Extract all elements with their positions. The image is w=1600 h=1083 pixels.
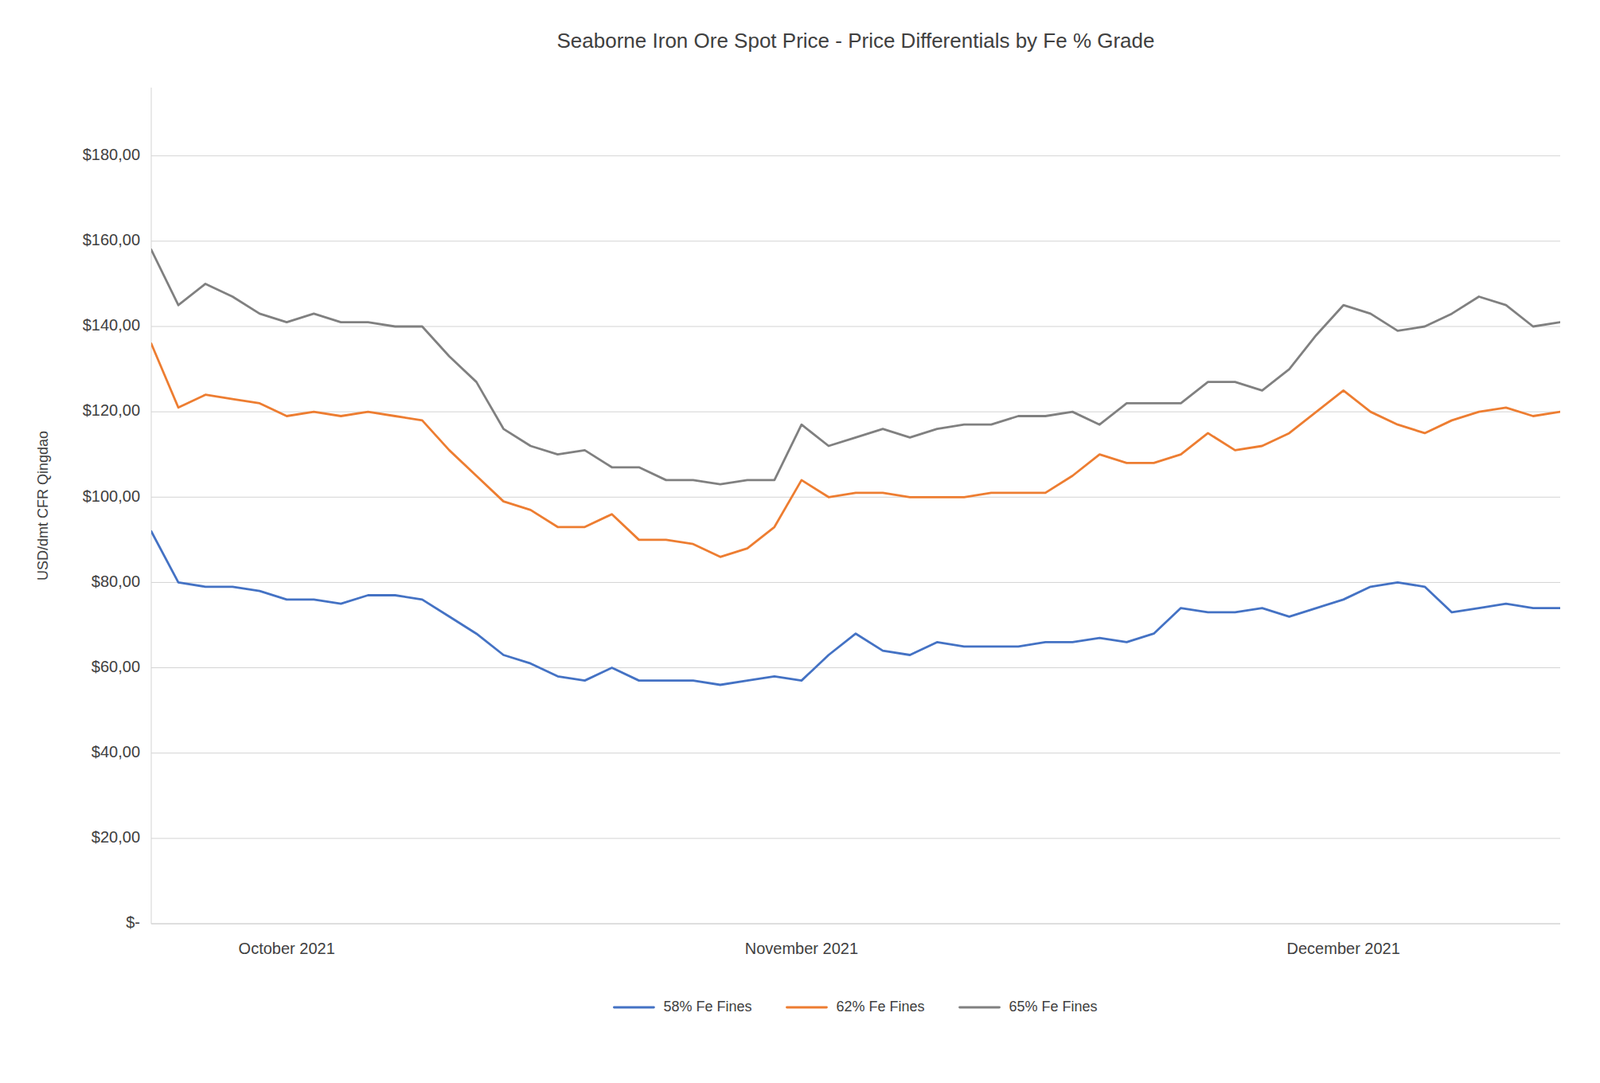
y-tick-label: $140,00 [82,316,141,334]
y-axis-line [151,87,153,924]
series-line [151,343,1561,557]
grid-line [151,837,1561,839]
y-tick-label: $60,00 [91,657,141,676]
y-tick-label: $160,00 [82,230,141,249]
title: Seaborne Iron Ore Spot Price - Price Dif… [557,28,1156,53]
legend-swatch [786,1006,827,1009]
page: {"chart_data": { "type": "line", "title"… [0,0,1600,1083]
y-axis: $- $20,00 $40,00 $60,00 $80,00 $100,00 $120,00… [82,145,141,931]
series-line [151,530,1561,685]
grid-line [151,923,1561,925]
grid-line [151,326,1561,328]
series-lines [151,249,1561,685]
x-tick-label: November 2021 [745,939,859,957]
y-tick-label: $120,00 [82,401,141,419]
grid-line [151,240,1561,242]
legend-swatch [960,1006,1000,1009]
legend: 58% Fe Fines 62% Fe Fines 65% Fe Fines [613,998,1097,1015]
series-line [151,249,1561,485]
y-axis-label: USD/dmt CFR Qingdao [35,430,51,581]
x-axis: October 2021 November 2021 December 2021 [238,939,1401,957]
legend-label: 58% Fe Fines [663,998,752,1015]
x-axis-line [151,923,1561,925]
y-tick-label: $- [125,913,141,931]
y-tick-label: $80,00 [91,572,141,590]
grid [151,156,1561,924]
legend-swatch [613,1006,654,1009]
legend-item: 58% Fe Fines [613,998,752,1015]
grid-line [151,496,1561,498]
x-tick-label: October 2021 [238,939,336,957]
y-tick-label: $100,00 [82,487,141,505]
x-tick-label: December 2021 [1287,939,1401,957]
legend-label: 62% Fe Fines [835,998,925,1015]
chart: Seaborne Iron Ore Spot Price - Price Dif… [0,0,1600,1083]
y-tick-label: $20,00 [91,827,141,846]
grid-line [151,581,1561,583]
y-tick-label: $40,00 [91,742,141,761]
grid-line [151,667,1561,668]
legend-item: 62% Fe Fines [786,998,925,1015]
grid-line [151,752,1561,754]
background [0,0,1600,1083]
y-tick-label: $180,00 [82,145,141,164]
grid-line [151,155,1561,157]
legend-label: 65% Fe Fines [1009,998,1098,1015]
legend-item: 65% Fe Fines [960,998,1098,1015]
